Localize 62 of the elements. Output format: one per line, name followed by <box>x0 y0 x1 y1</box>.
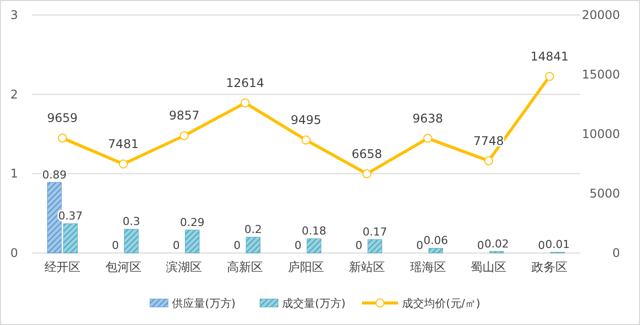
data-label: 0.89 <box>42 168 67 182</box>
y-tick-label: 0 <box>10 246 18 260</box>
x-tick-label: 新站区 <box>348 260 385 274</box>
x-tick-label: 包河区 <box>105 260 142 274</box>
point <box>302 136 310 145</box>
data-label: 9659 <box>47 111 78 126</box>
point <box>180 131 189 140</box>
data-label: 0.2 <box>244 223 262 236</box>
data-label: 14841 <box>530 49 569 64</box>
data-label: 0.3 <box>122 215 140 228</box>
data-label: 0 <box>355 239 362 252</box>
x-tick-label: 高新区 <box>227 260 264 274</box>
data-label: 6658 <box>352 146 382 161</box>
y2-tick-label: 20000 <box>582 8 620 22</box>
y2-tick-label: 10000 <box>582 127 620 141</box>
legend-label: 成交量(万方) <box>282 297 346 310</box>
data-label: 9857 <box>168 108 200 123</box>
data-label: 0.06 <box>424 234 448 248</box>
data-label: 0 <box>112 239 119 252</box>
bar <box>368 239 382 254</box>
point <box>118 159 128 168</box>
data-label: 12614 <box>226 76 264 90</box>
data-label: 0.29 <box>180 216 204 229</box>
data-label: 9638 <box>412 111 444 126</box>
y2-tick-label: 15000 <box>582 68 620 82</box>
data-label: 0 <box>294 239 302 252</box>
legend-label: 供应量(万方) <box>172 297 236 310</box>
y2-tick-label: 5000 <box>589 186 620 200</box>
x-tick-label: 政务区 <box>532 260 568 274</box>
bar <box>124 228 139 254</box>
data-label: 0 <box>234 239 241 252</box>
x-tick-label: 经开区 <box>44 260 80 274</box>
point <box>423 134 432 143</box>
point <box>545 72 554 81</box>
data-label: 0 <box>416 239 424 252</box>
bar <box>306 238 322 254</box>
x-tick-label: 庐阳区 <box>288 260 324 274</box>
y-tick-label: 2 <box>10 87 18 102</box>
legend-label: 成交均价(元/㎡) <box>402 297 480 310</box>
data-label: 0 <box>538 239 546 252</box>
data-label: 0 <box>172 239 180 252</box>
bar <box>184 230 200 254</box>
data-label: 0.01 <box>545 238 570 252</box>
x-tick-label: 蜀山区 <box>470 260 507 274</box>
point <box>58 134 67 143</box>
bar <box>63 223 78 254</box>
data-label: 9495 <box>290 113 322 128</box>
data-label: 0.18 <box>302 224 326 238</box>
y-tick-label: 1 <box>10 166 18 181</box>
data-label: 0.17 <box>362 226 388 239</box>
x-tick-label: 瑶海区 <box>410 260 446 274</box>
data-label: 0 <box>477 239 484 252</box>
y2-tick-label: 0 <box>612 246 620 260</box>
y-tick-label: 3 <box>10 8 18 22</box>
bar <box>246 236 260 254</box>
x-tick-label: 滨湖区 <box>166 260 202 274</box>
point <box>362 169 372 178</box>
point <box>240 98 250 108</box>
bar <box>428 248 444 254</box>
data-label: 0.02 <box>484 237 509 250</box>
point <box>484 156 494 166</box>
data-label: 7481 <box>108 136 139 151</box>
